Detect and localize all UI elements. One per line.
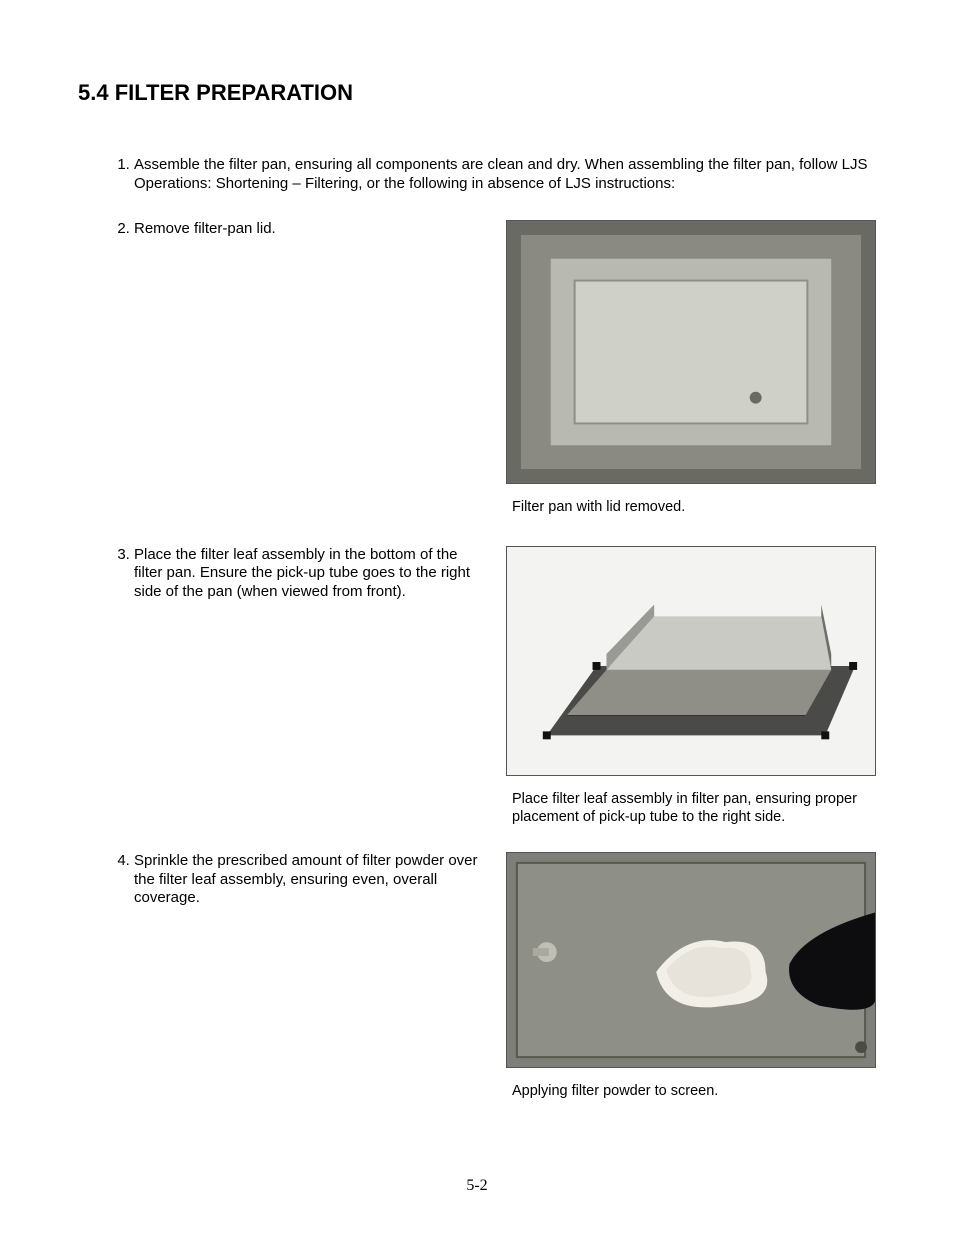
figure-1-caption: Filter pan with lid removed. — [506, 498, 876, 516]
step-4-text: Sprinkle the prescribed amount of filter… — [134, 852, 488, 908]
step-2-text: Remove filter-pan lid. — [134, 220, 488, 239]
step-2: Remove filter-pan lid. Filter pan with l… — [134, 220, 876, 516]
page-number: 5-2 — [466, 1177, 487, 1195]
section-heading: 5.4 FILTER PREPARATION — [78, 80, 876, 106]
step-4: Sprinkle the prescribed amount of filter… — [134, 852, 876, 1100]
figure-3 — [506, 852, 876, 1068]
step-1-text: Assemble the filter pan, ensuring all co… — [134, 156, 867, 192]
figure-2 — [506, 546, 876, 776]
step-1: Assemble the filter pan, ensuring all co… — [134, 156, 876, 194]
figure-3-caption: Applying filter powder to screen. — [506, 1082, 876, 1100]
step-3: Place the filter leaf assembly in the bo… — [134, 546, 876, 826]
figure-2-caption: Place filter leaf assembly in filter pan… — [506, 790, 876, 826]
step-3-text: Place the filter leaf assembly in the bo… — [134, 546, 488, 602]
figure-1 — [506, 220, 876, 484]
instruction-list: Assemble the filter pan, ensuring all co… — [78, 156, 876, 1100]
